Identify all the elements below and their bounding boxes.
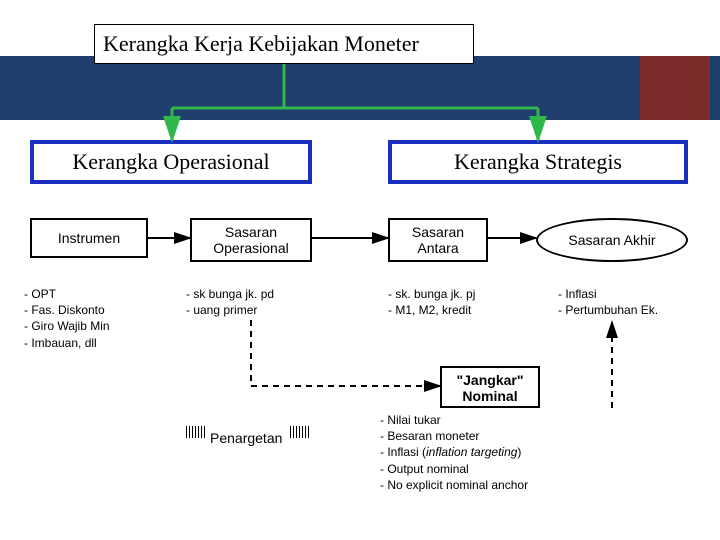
anchor-nominal: "Jangkar" Nominal (440, 366, 540, 408)
node-instrumen: Instrumen (30, 218, 148, 258)
bullets-penargetan: - Nilai tukar- Besaran moneter- Inflasi … (380, 412, 528, 493)
node-sasaran-akhir: Sasaran Akhir (536, 218, 688, 262)
node-sasaran-antara: SasaranAntara (388, 218, 488, 262)
corner-accent (640, 56, 710, 120)
node-sasaran-operasional: SasaranOperasional (190, 218, 312, 262)
hatch-left (186, 426, 206, 438)
penargetan-label: Penargetan (210, 430, 282, 446)
framework-strategis: Kerangka Strategis (388, 140, 688, 184)
bullets-sasaran-akhir: - Inflasi- Pertumbuhan Ek. (558, 286, 658, 318)
bullets-instrumen: - OPT- Fas. Diskonto- Giro Wajib Min- Im… (24, 286, 110, 351)
header-band (0, 56, 720, 120)
anchor-line1: "Jangkar" (450, 372, 530, 388)
framework-operasional: Kerangka Operasional (30, 140, 312, 184)
bullets-sasaran-operasional: - sk bunga jk. pd- uang primer (186, 286, 274, 318)
bullets-sasaran-antara: - sk. bunga jk. pj- M1, M2, kredit (388, 286, 475, 318)
page-title: Kerangka Kerja Kebijakan Moneter (94, 24, 474, 64)
anchor-line2: Nominal (450, 388, 530, 404)
hatch-right (290, 426, 310, 438)
